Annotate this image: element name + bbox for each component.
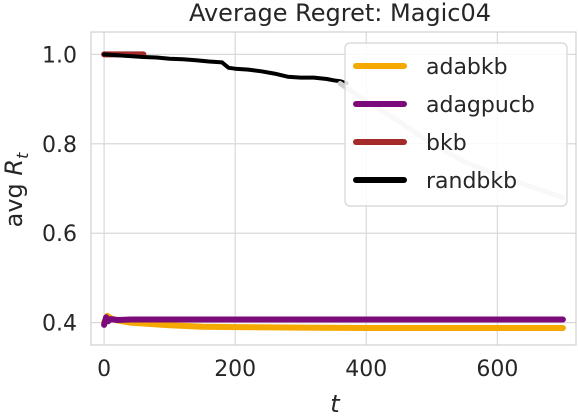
chart-title: Average Regret: Magic04 (189, 0, 491, 27)
y-axis-label: avg Rt (0, 152, 32, 227)
y-tick-labels: 0.4 0.6 0.8 1.0 (42, 43, 77, 336)
legend-label-randbkb: randbkb (426, 169, 517, 194)
x-tick-label: 400 (345, 357, 387, 382)
plot-border (90, 31, 577, 346)
legend-box (344, 42, 568, 207)
series-line-adagpucb (101, 314, 566, 328)
plot-area (90, 31, 577, 346)
y-tick-label: 0.6 (42, 222, 77, 247)
x-tick-label: 0 (97, 357, 111, 382)
y-axis-label-prefix: avg (0, 176, 28, 228)
legend: adabkb adagpucb bkb randbkb (344, 42, 568, 207)
y-axis-label-symbol: R (0, 159, 28, 176)
legend-label-adagpucb: adagpucb (426, 93, 535, 118)
y-tick-label: 0.8 (42, 133, 77, 158)
x-tick-labels: 0 200 400 600 (97, 357, 518, 382)
y-tick-label: 0.4 (42, 312, 77, 337)
x-tick-label: 600 (476, 357, 518, 382)
x-axis-label: t (330, 390, 341, 418)
legend-label-bkb: bkb (426, 131, 467, 156)
y-tick-label: 1.0 (42, 43, 77, 68)
series-line-randbkb (102, 52, 349, 86)
y-axis-label-sub: t (13, 152, 32, 159)
x-tick-label: 200 (214, 357, 256, 382)
legend-label-adabkb: adabkb (426, 55, 508, 80)
